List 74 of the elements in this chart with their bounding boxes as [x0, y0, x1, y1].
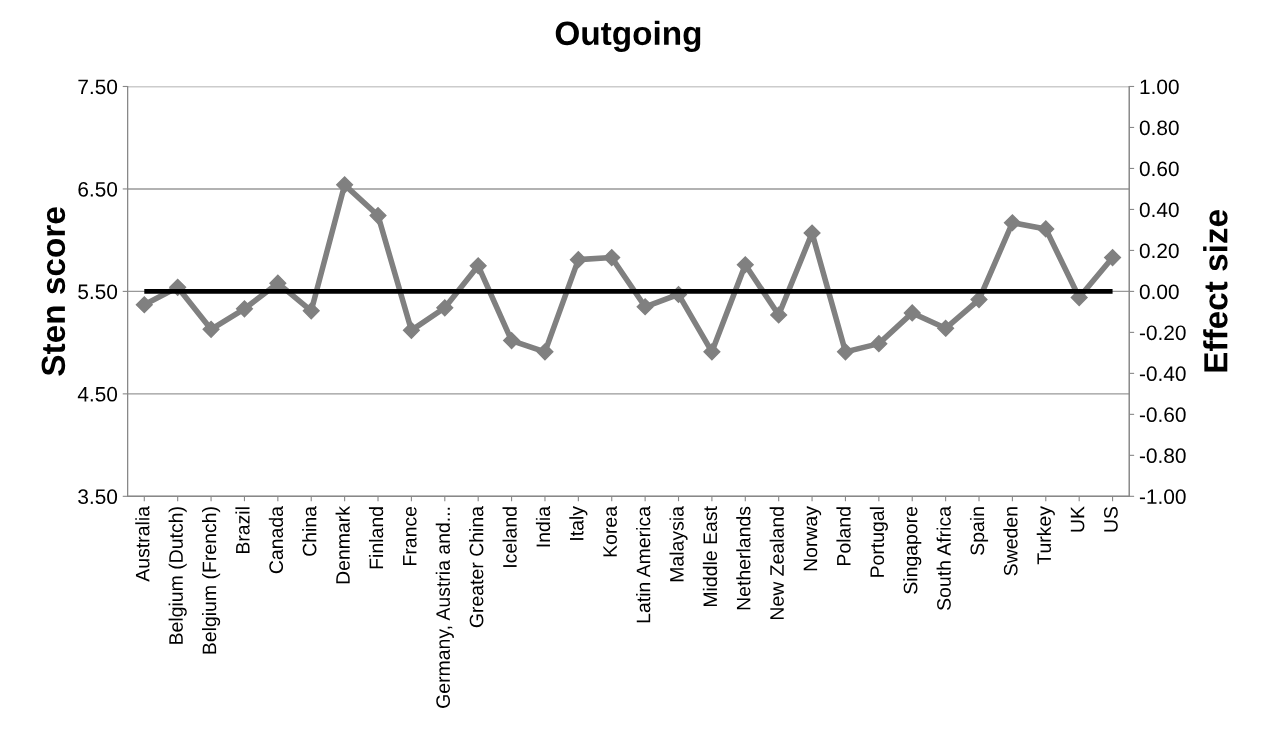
x-tick-label: Poland [836, 507, 851, 565]
point [336, 176, 354, 194]
chart-title: Outgoing [555, 20, 701, 52]
point [569, 251, 587, 269]
point [369, 207, 387, 225]
x-tick-label: Finland [368, 507, 384, 569]
x-tick-label: Iceland [502, 507, 517, 567]
y-tick-label: 7.50 [78, 79, 118, 95]
point [1104, 249, 1122, 267]
point [135, 296, 153, 314]
x-tick-label: Singapore [903, 506, 922, 594]
y2-tick-label: 1.00 [1140, 79, 1179, 95]
x-tick-label: Canada [268, 506, 284, 574]
y2-tick-label: -0.40 [1139, 366, 1186, 382]
point [469, 257, 487, 275]
point [436, 299, 454, 317]
y2-tick-label: 0.80 [1139, 120, 1179, 136]
y2-tick-label: -1.00 [1139, 489, 1186, 505]
y-tick-label: 4.50 [77, 386, 118, 402]
x-tick-label: Germany, Austria and... [435, 507, 454, 708]
y2-tick-label: 0.00 [1139, 284, 1179, 300]
x-tick-label: Australia [135, 506, 150, 582]
point [603, 249, 621, 267]
x-tick-label: Turkey [1036, 506, 1055, 565]
x-tick-label: Malaysia [669, 506, 688, 582]
y2-tick-label: 0.40 [1139, 202, 1179, 218]
x-tick-label: Denmark [335, 506, 350, 584]
point [937, 319, 955, 337]
x-tick-label: Spain [969, 507, 989, 555]
y2-tick-label: -0.20 [1139, 325, 1186, 341]
x-tick-label: France [403, 506, 417, 565]
x-tick-label: Latin America [636, 506, 651, 623]
point [770, 306, 788, 324]
y-tick-label: 6.50 [78, 181, 118, 197]
point [302, 302, 320, 320]
x-tick-label: Norway [803, 506, 822, 571]
point [1037, 220, 1055, 238]
x-tick-label: South Africa [936, 506, 951, 610]
x-tick-label: Portugal [869, 507, 888, 577]
y2-axis-title: Effect size [1203, 210, 1228, 372]
x-tick-label: Middle East [702, 506, 718, 607]
point [703, 343, 721, 361]
point [970, 291, 988, 309]
x-tick-label: Sweden [1003, 507, 1018, 576]
x-tick-label: UK [1070, 506, 1085, 532]
point [202, 320, 220, 338]
point [870, 335, 888, 353]
x-tick-label: Korea [603, 506, 617, 557]
x-tick-label: China [302, 506, 317, 556]
x-tick-label: India [535, 506, 551, 547]
y-tick-label: 3.50 [78, 489, 118, 505]
x-tick-label: US [1104, 506, 1118, 532]
y2-tick-label: 0.60 [1139, 161, 1179, 177]
point [836, 343, 855, 361]
point [736, 256, 754, 274]
x-tick-label: Italy [569, 506, 588, 540]
point [402, 321, 420, 339]
point [536, 343, 554, 361]
x-tick-label: Belgium (French) [202, 507, 221, 654]
point [235, 300, 254, 318]
y2-tick-label: -0.80 [1139, 448, 1186, 464]
y2-tick-label: 0.20 [1139, 243, 1179, 259]
x-tick-label: Greater China [469, 506, 484, 628]
point [636, 298, 654, 316]
x-tick-label: Netherlands [736, 506, 751, 610]
x-tick-label: Brazil [235, 507, 250, 554]
y2-tick-label: -0.60 [1139, 407, 1186, 423]
y-axis-title: Sten score [41, 207, 66, 376]
x-tick-label: Belgium (Dutch) [168, 507, 187, 644]
point [903, 304, 921, 322]
point [1003, 214, 1021, 232]
point [503, 332, 521, 350]
y-tick-label: 5.50 [78, 284, 118, 300]
x-tick-label: New Zealand [769, 507, 784, 620]
